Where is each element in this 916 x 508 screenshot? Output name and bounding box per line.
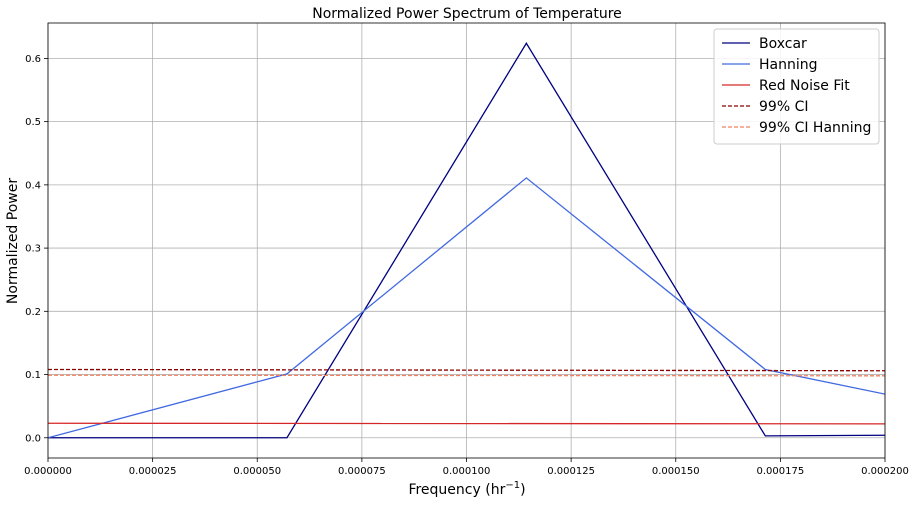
x-tick-label: 0.000175 xyxy=(757,466,805,477)
chart-title: Normalized Power Spectrum of Temperature xyxy=(312,6,622,22)
series-line-boxcar xyxy=(48,41,885,439)
series-lines xyxy=(48,41,885,439)
series-line-hanning xyxy=(48,177,885,439)
legend-box xyxy=(713,28,880,145)
x-tick-label: 0.000100 xyxy=(443,466,491,477)
x-tick-label: 0.000000 xyxy=(24,466,72,477)
x-tick-label: 0.000050 xyxy=(233,466,281,477)
y-tick-label: 0.0 xyxy=(25,433,41,444)
x-axis-title-main: Frequency (hr xyxy=(408,482,505,498)
x-tick-label: 0.000025 xyxy=(129,466,177,477)
legend-label: Hanning xyxy=(759,57,818,73)
x-axis-ticks: 0.000000 0.000025 0.000050 0.000075 0.000100… xyxy=(24,458,909,477)
legend-label: 99% CI Hanning xyxy=(759,120,871,136)
legend-label: Red Noise Fit xyxy=(759,78,850,94)
legend: Boxcar Hanning Red Noise Fit 99% CI 99% CI H… xyxy=(713,28,880,145)
series-line-red-noise-fit xyxy=(48,422,885,425)
y-tick-label: 0.5 xyxy=(25,117,41,128)
x-axis-title-close: ) xyxy=(520,482,525,498)
y-tick-label: 0.2 xyxy=(25,307,41,318)
y-tick-label: 0.6 xyxy=(25,54,41,65)
y-axis-title: Normalized Power xyxy=(5,178,21,304)
legend-label: 99% CI xyxy=(759,99,808,115)
series-line-99-ci xyxy=(48,368,885,372)
y-tick-label: 0.4 xyxy=(25,180,41,191)
x-axis-title: Frequency (hr−1) xyxy=(408,480,525,498)
y-tick-label: 0.3 xyxy=(25,244,41,255)
legend-label: Boxcar xyxy=(759,36,807,52)
y-axis-ticks: 0.0 0.1 0.2 0.3 0.4 0.5 0.6 xyxy=(25,54,48,444)
x-axis-title-exponent: −1 xyxy=(505,480,520,491)
x-tick-label: 0.000200 xyxy=(861,466,909,477)
x-tick-label: 0.000125 xyxy=(547,466,595,477)
x-tick-label: 0.000075 xyxy=(338,466,386,477)
series-line-99-ci-hanning xyxy=(48,374,885,377)
x-tick-label: 0.000150 xyxy=(652,466,700,477)
y-tick-label: 0.1 xyxy=(25,370,41,381)
